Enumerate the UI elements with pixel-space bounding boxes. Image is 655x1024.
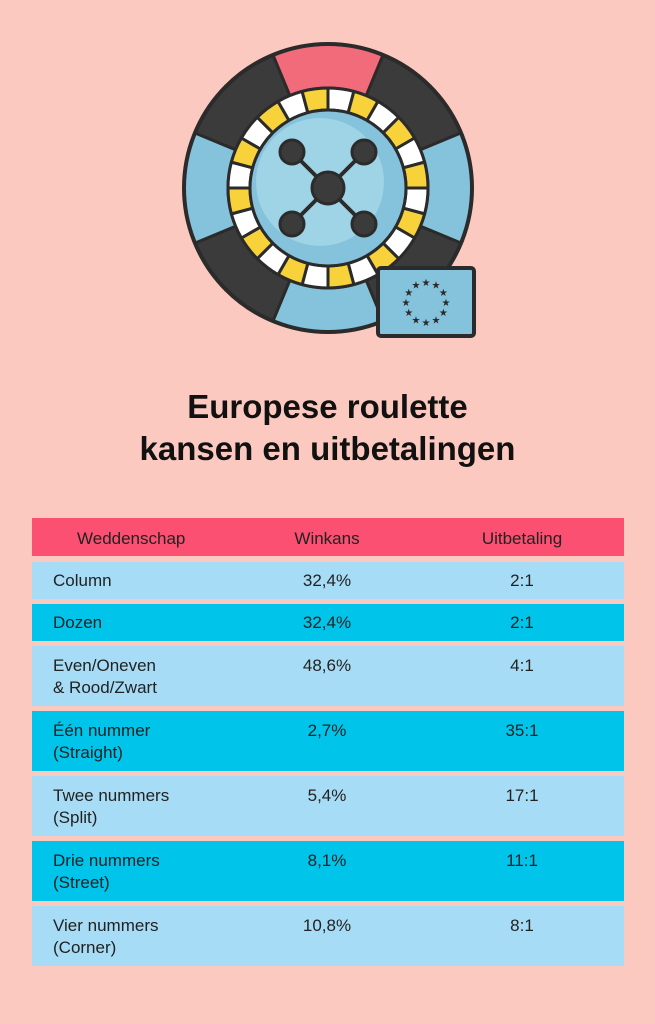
payout: 4:1: [510, 656, 534, 675]
bet-name: Twee nummers (Split): [53, 786, 170, 827]
win-chance: 10,8%: [302, 916, 352, 935]
table-row: Even/Oneven & Rood/Zwart 48,6% 4:1: [32, 646, 624, 706]
payout: 11:1: [506, 851, 538, 870]
win-chance: 32,4%: [302, 571, 352, 590]
payout: 17:1: [505, 786, 539, 805]
header-chance: Winkans: [294, 529, 360, 548]
star-icon: ★: [404, 308, 413, 319]
win-chance: 48,6%: [302, 656, 352, 675]
table-row: Drie nummers (Street) 8,1% 11:1: [32, 841, 624, 901]
table-row: Vier nummers (Corner) 10,8% 8:1: [32, 906, 624, 966]
bet-name: Één nummer (Straight): [53, 721, 151, 762]
table-row: Dozen 32,4% 2:1: [32, 604, 624, 641]
win-chance: 2,7%: [307, 721, 347, 740]
bet-name: Dozen: [53, 613, 103, 632]
star-icon: ★: [402, 298, 411, 309]
bet-name: Even/Oneven & Rood/Zwart: [53, 656, 157, 697]
title-line-1: Europese roulette: [187, 388, 468, 425]
table-row: Één nummer (Straight) 2,7% 35:1: [32, 711, 624, 771]
star-icon: ★: [442, 298, 451, 309]
star-icon: ★: [412, 281, 421, 292]
star-icon: ★: [439, 308, 448, 319]
table-header-row: Weddenschap Winkans Uitbetaling: [32, 518, 624, 556]
page-title: Europese roulette kansen en uitbetalinge…: [0, 386, 655, 470]
bet-name: Drie nummers (Street): [53, 851, 160, 892]
payout: 2:1: [510, 613, 534, 632]
star-icon: ★: [422, 278, 431, 289]
odds-table: Weddenschap Winkans Uitbetaling Column 3…: [32, 518, 624, 971]
star-icon: ★: [412, 315, 421, 326]
roulette-wheel-icon: [182, 42, 474, 334]
win-chance: 8,1%: [307, 851, 347, 870]
star-icon: ★: [439, 288, 448, 299]
bet-name: Vier nummers (Corner): [53, 916, 159, 957]
star-icon: ★: [422, 318, 431, 329]
star-icon: ★: [404, 288, 413, 299]
star-icon: ★: [432, 315, 441, 326]
roulette-illustration: ★★★★★★★★★ ★ ★★: [182, 42, 476, 338]
win-chance: 32,4%: [302, 613, 352, 632]
table-row: Twee nummers (Split) 5,4% 17:1: [32, 776, 624, 836]
payout: 8:1: [510, 916, 534, 935]
bet-name: Column: [53, 571, 112, 590]
header-bet: Weddenschap: [77, 529, 186, 548]
star-icon: ★: [432, 281, 441, 292]
eu-flag-icon: ★★★★★★★★★ ★ ★★: [376, 266, 476, 338]
header-payout: Uitbetaling: [481, 529, 563, 548]
title-line-2: kansen en uitbetalingen: [139, 430, 516, 467]
win-chance: 5,4%: [307, 786, 347, 805]
payout: 35:1: [505, 721, 539, 740]
payout: 2:1: [510, 571, 534, 590]
table-row: Column 32,4% 2:1: [32, 562, 624, 599]
